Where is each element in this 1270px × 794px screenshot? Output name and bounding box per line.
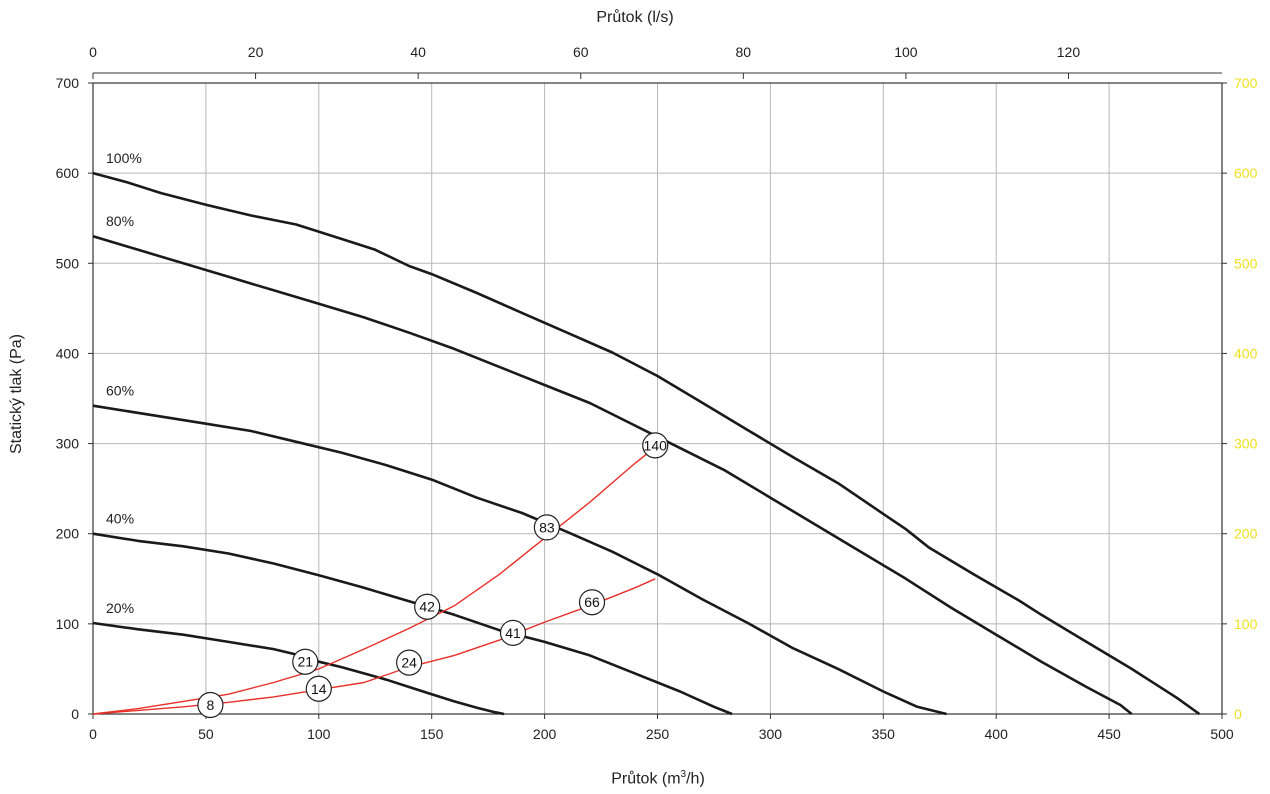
x-tick-label: 200 — [533, 726, 557, 742]
x-tick-label: 450 — [1097, 726, 1121, 742]
operating-point-marker — [396, 649, 423, 676]
y-tick-label: 700 — [56, 75, 80, 91]
x-tick-label: 500 — [1210, 726, 1234, 742]
y-right-tick-label: 100 — [1234, 616, 1258, 632]
system-curve-line — [92, 444, 658, 715]
fan-curve-label: 100% — [106, 150, 142, 166]
operating-point-label: 42 — [419, 599, 435, 615]
operating-point-label: 140 — [644, 437, 668, 453]
y-right-tick-label: 600 — [1234, 165, 1258, 181]
y-tick-label: 0 — [71, 706, 79, 722]
fan-curve-line — [92, 171, 1201, 716]
operating-point-marker — [578, 589, 606, 616]
operating-point-label: 24 — [401, 655, 417, 671]
fan-curve-label: 20% — [106, 600, 134, 616]
top-tick-label: 40 — [410, 44, 426, 60]
operating-point-label: 21 — [297, 654, 313, 670]
fan-curve-line — [92, 621, 505, 716]
fan-curve-label: 80% — [106, 213, 134, 229]
x-tick-label: 150 — [420, 726, 444, 742]
operating-point-marker — [642, 432, 669, 459]
operating-point-label: 41 — [505, 625, 521, 641]
y-tick-label: 200 — [56, 526, 80, 542]
top-tick-label: 60 — [573, 44, 589, 60]
operating-point-marker — [292, 648, 319, 675]
bottom-axis-title-main: Průtok (m — [611, 770, 681, 788]
top-tick-label: 0 — [89, 44, 97, 60]
x-tick-label: 50 — [198, 726, 214, 742]
fan-curve-line — [92, 404, 947, 716]
operating-point-marker — [414, 593, 441, 620]
operating-point-marker — [499, 619, 527, 646]
y-right-tick-label: 500 — [1234, 255, 1258, 271]
top-tick-label: 120 — [1057, 44, 1081, 60]
y-right-tick-label: 0 — [1234, 706, 1242, 722]
y-tick-label: 300 — [56, 436, 80, 452]
system-curve-line — [92, 578, 656, 715]
operating-point-marker — [305, 675, 332, 702]
operating-point-label: 8 — [207, 697, 215, 713]
top-tick-label: 80 — [736, 44, 752, 60]
fan-curve-label: 60% — [106, 383, 134, 399]
top-tick-label: 100 — [894, 44, 918, 60]
fan-curve-label: 40% — [106, 511, 134, 527]
top-tick-label: 20 — [248, 44, 264, 60]
x-tick-label: 100 — [307, 726, 331, 742]
operating-point-label: 83 — [539, 519, 555, 535]
y-tick-label: 400 — [56, 345, 80, 361]
y-tick-label: 100 — [56, 616, 80, 632]
x-tick-label: 400 — [985, 726, 1009, 742]
operating-point-marker — [197, 691, 224, 719]
x-tick-label: 0 — [89, 726, 97, 742]
y-right-tick-label: 400 — [1234, 345, 1258, 361]
y-right-tick-label: 700 — [1234, 75, 1258, 91]
x-tick-label: 250 — [646, 726, 670, 742]
y-tick-label: 600 — [56, 165, 80, 181]
bottom-axis-title-tail: /h) — [686, 770, 705, 788]
bottom-axis-title-sup: 3 — [680, 769, 687, 780]
y-tick-label: 500 — [56, 255, 80, 271]
fan-curve-line — [92, 234, 1133, 716]
x-tick-label: 300 — [759, 726, 783, 742]
y-right-tick-label: 300 — [1234, 436, 1258, 452]
x-tick-label: 350 — [872, 726, 896, 742]
bottom-axis-title: Průtok (m3/h) — [0, 769, 1270, 788]
operating-point-label: 14 — [311, 681, 327, 697]
operating-point-label: 66 — [584, 594, 600, 610]
operating-point-marker — [533, 514, 560, 541]
top-axis-title: Průtok (l/s) — [596, 9, 674, 26]
y-right-tick-label: 200 — [1234, 526, 1258, 542]
